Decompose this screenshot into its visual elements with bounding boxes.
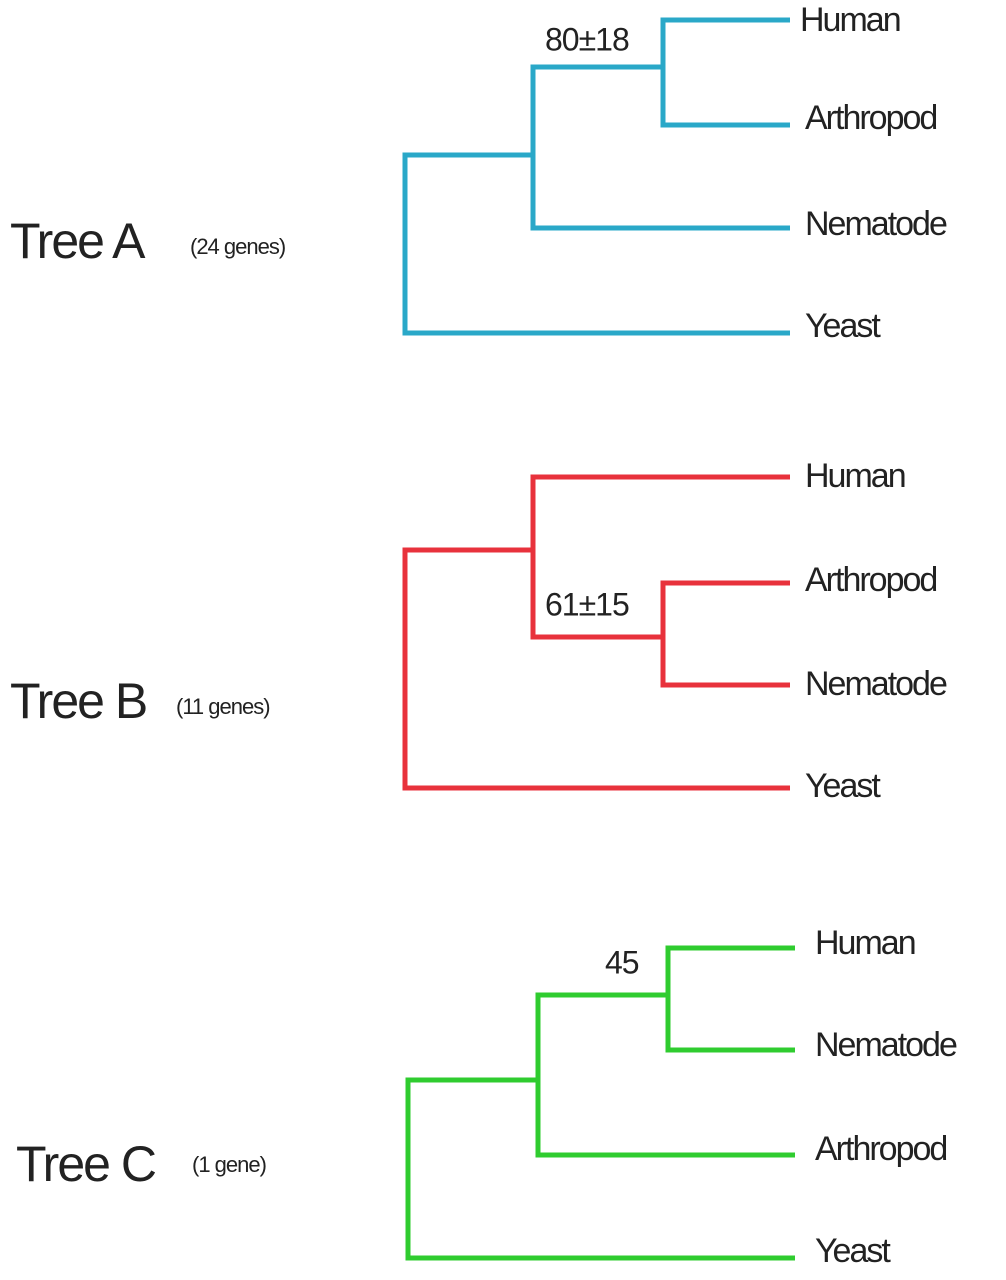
gene-count: (11 genes): [176, 694, 270, 719]
leaf-label: Yeast: [805, 767, 881, 805]
leaf-label: Human: [805, 457, 905, 495]
gene-count: (1 gene): [192, 1152, 266, 1177]
tree-title: Tree A: [10, 213, 146, 269]
tree-a: Tree A (24 genes) 80±18 Human Arthropod …: [10, 1, 949, 345]
leaf-label: Arthropod: [805, 561, 936, 599]
leaf-label: Human: [815, 924, 915, 962]
leaf-label: Nematode: [805, 205, 947, 243]
gene-count: (24 genes): [190, 234, 285, 259]
node-label: 80±18: [545, 21, 629, 57]
leaf-label: Nematode: [815, 1026, 957, 1064]
tree-b: Tree B (11 genes) 61±15 Human Arthropod …: [10, 457, 949, 805]
leaf-label: Human: [800, 1, 900, 39]
tree-branches: [402, 474, 790, 791]
tree-branches: [402, 17, 790, 336]
tree-branches: [405, 945, 795, 1261]
tree-c: Tree C (1 gene) 45 Human Nematode Arthro…: [16, 924, 959, 1270]
leaf-label: Arthropod: [805, 99, 936, 137]
leaf-label: Yeast: [805, 307, 881, 345]
node-label: 45: [605, 944, 639, 980]
tree-title: Tree B: [10, 673, 146, 729]
leaf-label: Yeast: [815, 1232, 891, 1270]
node-label: 61±15: [545, 586, 629, 622]
leaf-label: Nematode: [805, 665, 947, 703]
tree-title: Tree C: [16, 1136, 156, 1192]
leaf-label: Arthropod: [815, 1130, 946, 1168]
